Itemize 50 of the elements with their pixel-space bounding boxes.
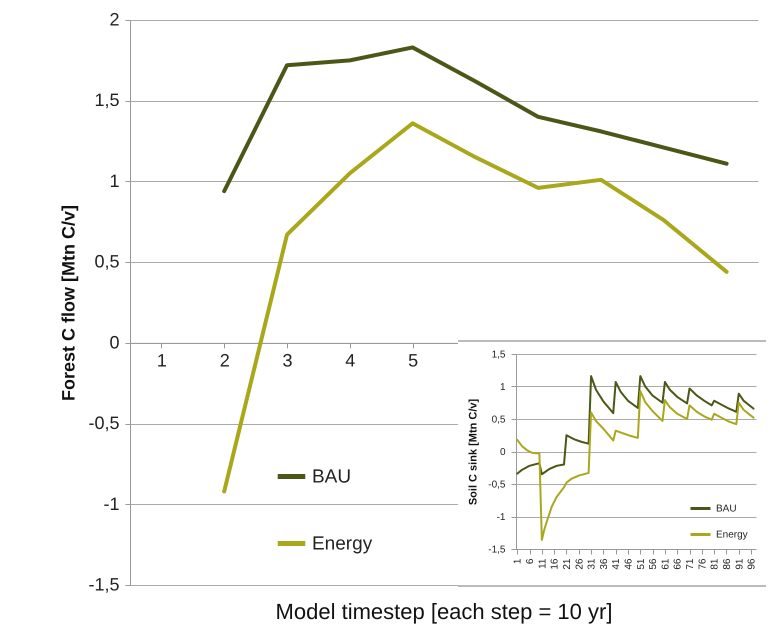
legend-label: Energy — [716, 530, 748, 540]
x-tick-label: 1 — [156, 350, 167, 370]
y-axis-title: Forest C flow [Mtn C/v] — [58, 205, 78, 401]
x-tick-label: 26 — [574, 558, 586, 570]
x-tick-label: 41 — [611, 558, 622, 570]
x-tick-label: 36 — [598, 558, 610, 570]
y-tick-label: -0,5 — [88, 413, 120, 434]
line-series — [516, 375, 755, 476]
x-tick-label: 51 — [636, 558, 647, 570]
line-series — [222, 45, 729, 194]
y-tick-label: 0,5 — [492, 414, 506, 426]
x-tick-label: 76 — [697, 558, 708, 570]
y-tick-label: 0 — [109, 332, 120, 352]
x-tick-label: 21 — [562, 558, 573, 570]
y-tick-label: -1,5 — [88, 574, 120, 594]
legend-label: BAU — [312, 466, 352, 488]
x-tick-label: 96 — [746, 558, 758, 570]
x-tick-label: 46 — [624, 558, 634, 570]
x-axis-title: Model timestep [each step = 10 yr] — [276, 599, 612, 624]
x-tick-label: 4 — [345, 350, 356, 370]
y-tick-label: 1,5 — [492, 350, 506, 360]
x-tick-label: 66 — [672, 558, 684, 570]
x-tick-label: 3 — [282, 350, 293, 370]
x-tick-label: 2 — [220, 350, 230, 370]
x-tick-label: 61 — [660, 558, 672, 570]
y-axis-title: Soil C sink [Mtn C/v] — [467, 398, 480, 506]
x-tick-label: 56 — [648, 558, 660, 570]
y-tick-label: -1 — [103, 494, 120, 514]
x-tick-label: 81 — [710, 558, 721, 570]
x-tick-label: 31 — [586, 558, 598, 570]
x-tick-label: 91 — [734, 558, 746, 570]
y-tick-label: 0 — [500, 447, 506, 458]
legend-label: Energy — [312, 534, 373, 554]
x-tick-label: 11 — [537, 558, 548, 569]
x-tick-label: 16 — [550, 558, 561, 570]
legend-label: BAU — [716, 504, 737, 514]
x-tick-label: 6 — [525, 558, 536, 564]
y-tick-label: -1,5 — [488, 544, 506, 556]
y-tick-label: 1 — [500, 382, 506, 393]
y-tick-label: -1 — [496, 512, 506, 523]
line-series — [516, 390, 755, 541]
y-tick-label: 1,5 — [94, 90, 120, 110]
x-tick-label: 71 — [685, 558, 696, 570]
y-tick-label: 0,5 — [94, 252, 120, 272]
x-tick-label: 1 — [512, 558, 524, 564]
x-tick-label: 86 — [722, 558, 733, 570]
y-tick-label: 2 — [109, 10, 120, 30]
x-tick-label: 5 — [408, 350, 418, 370]
y-tick-label: -0,5 — [488, 480, 506, 490]
y-tick-label: 1 — [109, 170, 120, 191]
